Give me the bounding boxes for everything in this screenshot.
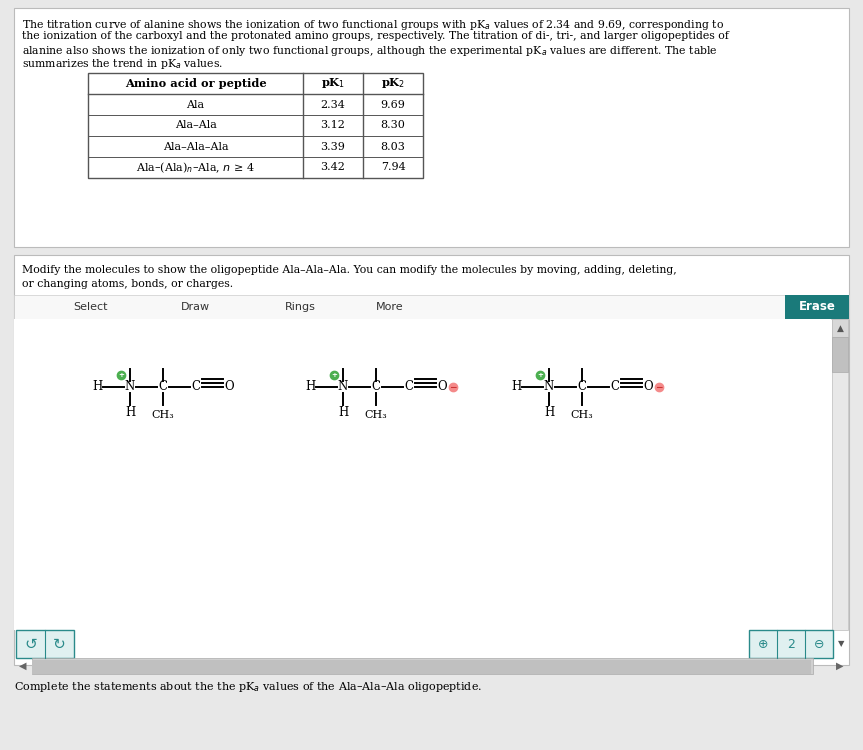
Text: ⊕: ⊕ bbox=[758, 638, 768, 650]
Text: N: N bbox=[338, 380, 348, 394]
Text: 2.34: 2.34 bbox=[320, 100, 345, 109]
Text: CH₃: CH₃ bbox=[365, 410, 387, 420]
Text: ⊖: ⊖ bbox=[814, 638, 824, 650]
Text: C: C bbox=[577, 380, 587, 394]
Text: O: O bbox=[438, 380, 447, 394]
Text: 8.03: 8.03 bbox=[381, 142, 406, 152]
Text: H: H bbox=[91, 380, 102, 394]
Text: ▶: ▶ bbox=[836, 661, 844, 671]
Text: 3.12: 3.12 bbox=[320, 121, 345, 130]
Text: 3.42: 3.42 bbox=[320, 163, 345, 172]
Text: +: + bbox=[331, 372, 337, 378]
Text: Ala–Ala: Ala–Ala bbox=[174, 121, 217, 130]
Text: Rings: Rings bbox=[285, 302, 316, 312]
Bar bbox=[32, 658, 813, 674]
Text: ↺: ↺ bbox=[24, 637, 37, 652]
Text: Modify the molecules to show the oligopeptide Ala–Ala–Ala. You can modify the mo: Modify the molecules to show the oligope… bbox=[22, 265, 677, 275]
Text: +: + bbox=[118, 372, 124, 378]
Bar bbox=[749, 630, 833, 658]
Bar bbox=[16, 630, 74, 658]
Text: 7.94: 7.94 bbox=[381, 163, 406, 172]
Text: H: H bbox=[338, 406, 348, 419]
Text: Draw: Draw bbox=[180, 302, 210, 312]
Text: C: C bbox=[159, 380, 167, 394]
Text: ▼: ▼ bbox=[838, 640, 844, 649]
Text: CH₃: CH₃ bbox=[570, 410, 594, 420]
Text: N: N bbox=[125, 380, 135, 394]
Bar bbox=[14, 8, 849, 247]
Text: Amino acid or peptide: Amino acid or peptide bbox=[124, 78, 267, 89]
Text: Ala–Ala–Ala: Ala–Ala–Ala bbox=[163, 142, 229, 152]
Text: O: O bbox=[643, 380, 652, 394]
Text: C: C bbox=[371, 380, 381, 394]
Text: O: O bbox=[224, 380, 234, 394]
Text: Complete the statements about the the pK$_a$ values of the Ala–Ala–Ala oligopept: Complete the statements about the the pK… bbox=[14, 680, 482, 694]
Text: −: − bbox=[450, 382, 457, 392]
Text: ▲: ▲ bbox=[836, 323, 843, 332]
Text: pK$_1$: pK$_1$ bbox=[321, 76, 345, 91]
Text: 3.39: 3.39 bbox=[320, 142, 345, 152]
Text: ↻: ↻ bbox=[54, 637, 66, 652]
Text: H: H bbox=[125, 406, 135, 419]
Text: alanine also shows the ionization of only two functional groups, although the ex: alanine also shows the ionization of onl… bbox=[22, 44, 718, 58]
Text: The titration curve of alanine shows the ionization of two functional groups wit: The titration curve of alanine shows the… bbox=[22, 18, 724, 32]
Text: C: C bbox=[405, 380, 413, 394]
Text: H: H bbox=[305, 380, 315, 394]
Bar bbox=[32, 660, 811, 674]
Bar bbox=[832, 319, 848, 337]
Text: 8.30: 8.30 bbox=[381, 121, 406, 130]
Text: summarizes the trend in pK$_a$ values.: summarizes the trend in pK$_a$ values. bbox=[22, 57, 224, 71]
Text: Ala: Ala bbox=[186, 100, 205, 109]
Bar bbox=[14, 319, 831, 630]
Text: +: + bbox=[537, 372, 543, 378]
Bar bbox=[785, 295, 849, 319]
Bar bbox=[14, 295, 849, 319]
Text: CH₃: CH₃ bbox=[152, 410, 174, 420]
Text: −: − bbox=[655, 382, 663, 392]
Text: H: H bbox=[544, 406, 554, 419]
Text: the ionization of the carboxyl and the protonated amino groups, respectively. Th: the ionization of the carboxyl and the p… bbox=[22, 31, 729, 41]
Bar bbox=[88, 73, 423, 178]
Text: C: C bbox=[192, 380, 200, 394]
Text: 9.69: 9.69 bbox=[381, 100, 406, 109]
Text: Erase: Erase bbox=[798, 301, 835, 313]
Text: pK$_2$: pK$_2$ bbox=[381, 76, 405, 91]
Bar bbox=[832, 319, 848, 630]
Text: ◀: ◀ bbox=[19, 661, 27, 671]
Text: More: More bbox=[376, 302, 404, 312]
Text: 2: 2 bbox=[787, 638, 795, 650]
Text: or changing atoms, bonds, or charges.: or changing atoms, bonds, or charges. bbox=[22, 279, 233, 289]
Text: Ala–(Ala)$_n$–Ala, $n$ ≥ 4: Ala–(Ala)$_n$–Ala, $n$ ≥ 4 bbox=[136, 160, 255, 175]
Bar bbox=[832, 337, 848, 372]
Text: N: N bbox=[544, 380, 554, 394]
Text: C: C bbox=[610, 380, 620, 394]
Text: H: H bbox=[511, 380, 521, 394]
Text: Select: Select bbox=[72, 302, 107, 312]
Bar bbox=[14, 255, 849, 665]
